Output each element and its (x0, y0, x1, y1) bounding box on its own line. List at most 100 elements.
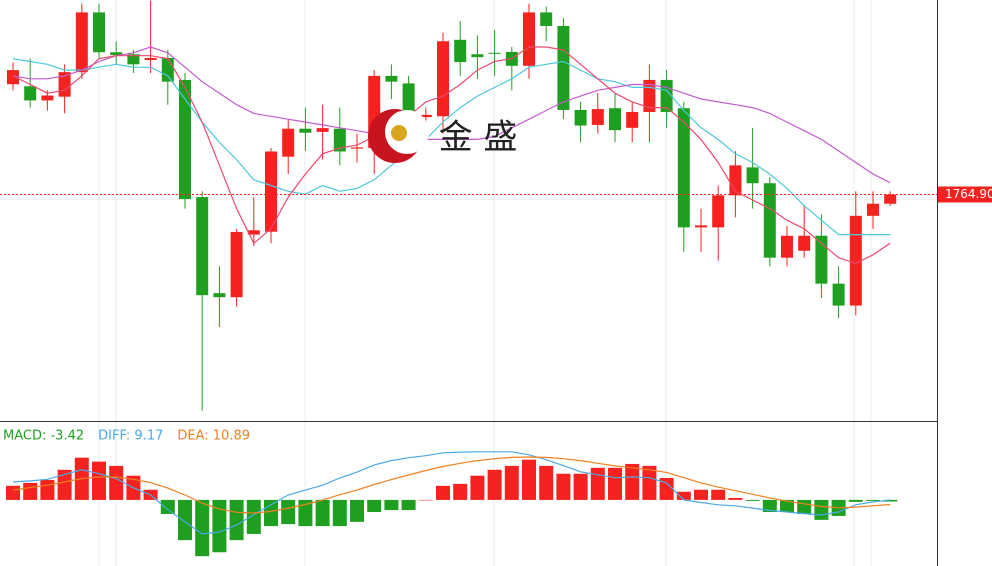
line-series (12, 451, 891, 535)
macd-bar (384, 499, 399, 511)
candle-body (299, 128, 312, 133)
line-series (12, 58, 891, 236)
candle-body (213, 293, 226, 298)
candle-body (540, 12, 553, 26)
macd-bar (229, 499, 244, 541)
macd-bar (281, 499, 296, 525)
macd-bar (298, 499, 313, 527)
macd-bar (246, 499, 261, 534)
candle-body (591, 109, 604, 125)
macd-bar (401, 499, 416, 511)
candle-body (144, 57, 157, 61)
axis-layer: 1764.90 MACD: -3.42 DIFF: 9.17 DEA: 10.89 (3, 186, 992, 444)
macd-bar (848, 499, 863, 502)
candle-body (265, 151, 277, 232)
macd-bar (797, 499, 812, 514)
candle-body (402, 83, 415, 118)
candle-body (832, 283, 845, 306)
candle-body (815, 235, 828, 284)
macd-bar (694, 489, 708, 500)
candle-body (41, 95, 54, 101)
watermark-text: 金 盛 (439, 118, 518, 158)
macd-legend-label: DEA: 10.89 (177, 429, 250, 444)
macd-bar (453, 483, 468, 500)
macd-bar (676, 491, 691, 500)
macd-bar (195, 499, 210, 557)
candle-body (179, 79, 191, 200)
macd-bar (883, 499, 898, 502)
macd-bar (350, 499, 364, 522)
macd-bar (745, 499, 760, 501)
candle-body (746, 167, 759, 184)
macd-bar (642, 465, 657, 500)
candle-body (695, 225, 707, 228)
macd-bar (728, 497, 743, 500)
candle-body (419, 114, 432, 118)
macd-bar (57, 469, 72, 500)
macd-bar (470, 475, 485, 500)
macd-bar (367, 499, 382, 513)
candle-body (574, 109, 587, 126)
candle-body (488, 52, 501, 54)
macd-bar (332, 499, 347, 527)
logo-coin (391, 125, 407, 141)
candle-body (626, 111, 639, 128)
macd-bar (814, 499, 829, 520)
macd-bar (40, 479, 55, 500)
macd-bar (556, 473, 571, 500)
mark-layer (0, 0, 937, 557)
candle-body (867, 203, 879, 216)
candle-body (75, 12, 88, 73)
candle-body (712, 195, 725, 228)
macd-bar (178, 499, 192, 541)
candle-body (781, 235, 793, 258)
candle-body (609, 108, 621, 131)
macd-legend-label: MACD: -3.42 (3, 429, 84, 444)
macd-bar (109, 465, 124, 500)
candle-body (316, 128, 329, 132)
macd-bar (780, 499, 794, 513)
macd-bar (539, 465, 554, 500)
macd-bar (92, 461, 106, 500)
macd-legend-label: DIFF: 9.17 (98, 429, 163, 444)
candle-body (798, 235, 811, 251)
line-series (12, 456, 891, 514)
watermark-logo (368, 109, 429, 163)
candle-body (677, 108, 690, 228)
macd-bar (315, 499, 330, 527)
candle-body (849, 215, 862, 306)
candle-body (471, 54, 484, 58)
candle-body (523, 12, 535, 66)
macd-bar (264, 499, 278, 527)
candle-body (454, 39, 467, 63)
candle-body (127, 54, 140, 65)
macd-bar (436, 485, 450, 500)
macd-bar (866, 499, 880, 501)
candle-body (884, 194, 897, 204)
macd-bar (23, 482, 38, 500)
macd-bar (418, 499, 433, 501)
macd-bar (487, 469, 502, 500)
candle-body (557, 25, 570, 110)
macd-bar (6, 485, 20, 500)
macd-bar (504, 465, 519, 500)
candle-body (230, 231, 243, 298)
logo-cutout (385, 110, 429, 154)
macd-bar (590, 467, 605, 500)
macd-bar (762, 499, 777, 513)
candle-body (729, 165, 742, 196)
macd-bar (625, 463, 640, 500)
candle-body (385, 75, 398, 82)
candle-body (282, 128, 295, 157)
candle-body (247, 230, 260, 235)
macd-bar (212, 499, 227, 553)
macd-bar (522, 459, 536, 500)
candle-body (196, 197, 209, 296)
candle-body (351, 147, 363, 149)
last-price-box (938, 186, 992, 203)
macd-bar (659, 477, 674, 500)
macd-bar (608, 467, 622, 500)
line-series (12, 46, 891, 184)
macd-bar (573, 473, 588, 500)
